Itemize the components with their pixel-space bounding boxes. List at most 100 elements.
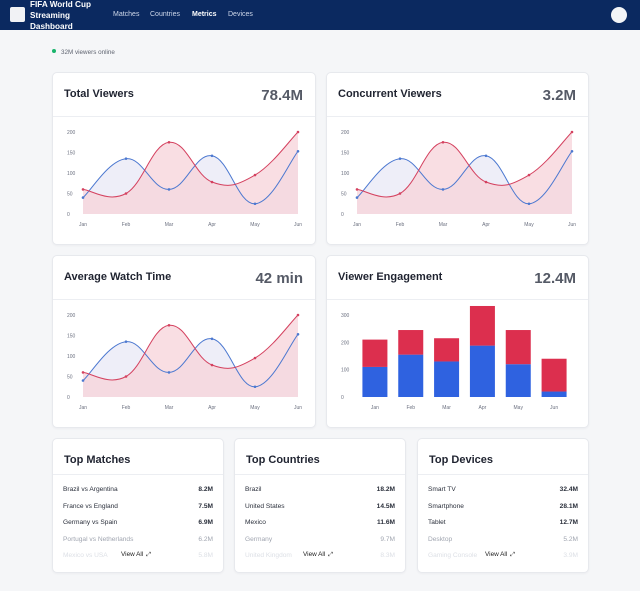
nav-countries[interactable]: Countries — [150, 11, 180, 18]
data-point — [210, 337, 214, 341]
view-all-countries-button[interactable]: View All ⤢ — [300, 549, 337, 561]
series-area — [83, 132, 298, 214]
y-tick-label: 150 — [341, 151, 350, 157]
online-status-text: 32M viewers online — [61, 49, 115, 56]
list-item[interactable]: United Kingdom 8.3M — [245, 552, 395, 566]
viewer-engagement-chart: 0 100 200 300 Jan Feb Mar Apr May Jun — [341, 305, 567, 411]
data-point — [253, 385, 257, 389]
data-point — [355, 188, 359, 191]
view-all-label: View All — [303, 551, 326, 558]
status-dot-icon — [52, 49, 56, 54]
nav-matches[interactable]: Matches — [113, 11, 140, 18]
data-point — [167, 188, 171, 191]
view-all-devices-button[interactable]: View All ⤢ — [482, 549, 519, 561]
data-point — [167, 371, 171, 374]
list-item[interactable]: Tablet 12.7M — [428, 519, 578, 533]
list-item[interactable]: Germany 9.7M — [245, 536, 395, 550]
data-point — [296, 130, 300, 134]
card-divider — [53, 299, 315, 300]
user-avatar[interactable] — [611, 7, 627, 23]
data-point — [210, 180, 214, 184]
view-all-label: View All — [121, 551, 144, 558]
bar-segment — [398, 330, 424, 355]
data-point — [527, 173, 531, 177]
data-point — [296, 332, 300, 336]
logo — [10, 7, 25, 22]
list-item[interactable]: United States 14.5M — [245, 503, 395, 517]
y-tick-label: 150 — [67, 151, 76, 157]
y-tick-label: 0 — [67, 395, 70, 401]
country-name: Mexico — [245, 519, 266, 526]
concurrent-viewers-metric: 3.2M — [542, 87, 576, 104]
list-item[interactable]: Smart TV 32.4M — [428, 486, 578, 500]
list-item[interactable]: Desktop 5.2M — [428, 536, 578, 550]
data-point — [355, 196, 359, 199]
average-watch-time-card: Average Watch Time 42 min 0 50 100 150 200 Ja… — [52, 255, 316, 428]
x-tick-label: May — [250, 222, 260, 228]
x-tick-label: May — [514, 405, 524, 411]
data-point — [253, 356, 257, 360]
x-tick-label: Apr — [482, 222, 490, 228]
data-point — [441, 140, 445, 144]
online-status: 32M viewers online — [52, 49, 115, 56]
list-item[interactable]: Portugal vs Netherlands 6.2M — [63, 536, 213, 550]
card-divider — [418, 474, 588, 475]
data-point — [124, 192, 128, 195]
x-tick-label: May — [524, 222, 534, 228]
concurrent-viewers-card: Concurrent Viewers 3.2M 0 50 100 150 200 Jan F… — [326, 72, 589, 245]
data-point — [210, 154, 214, 158]
match-value: 6.2M — [198, 536, 213, 543]
bar-segment — [505, 330, 531, 365]
y-tick-label: 0 — [341, 395, 344, 401]
y-tick-label: 200 — [67, 130, 76, 136]
view-all-label: View All — [485, 551, 508, 558]
y-tick-label: 50 — [341, 192, 347, 198]
top-matches-card: Top Matches Brazil vs Argentina 8.2M Fran… — [52, 438, 224, 573]
y-tick-label: 50 — [67, 375, 73, 381]
data-point — [167, 323, 171, 327]
list-item[interactable]: Mexico vs USA 5.8M — [63, 552, 213, 566]
total-viewers-title: Total Viewers — [64, 88, 134, 100]
expand-arrow-icon: ⤢ — [510, 552, 516, 558]
x-tick-label: Jan — [371, 405, 379, 411]
top-matches-title: Top Matches — [64, 454, 131, 466]
x-tick-label: Jun — [294, 222, 302, 228]
country-value: 18.2M — [376, 486, 395, 493]
average-watch-time-title: Average Watch Time — [64, 271, 172, 283]
card-divider — [327, 116, 588, 117]
list-item[interactable]: Brazil vs Argentina 8.2M — [63, 486, 213, 500]
list-item[interactable]: Gaming Console 3.9M — [428, 552, 578, 566]
list-item[interactable]: Brazil 18.2M — [245, 486, 395, 500]
x-tick-label: Feb — [406, 405, 415, 411]
device-value: 32.4M — [559, 486, 578, 493]
device-value: 12.7M — [559, 519, 578, 526]
country-name: Germany — [245, 536, 273, 543]
device-value: 5.2M — [563, 536, 578, 543]
x-tick-label: Mar — [165, 405, 174, 411]
series-line — [356, 131, 573, 198]
y-tick-label: 100 — [67, 354, 76, 360]
y-tick-label: 200 — [341, 130, 350, 136]
x-tick-label: Jun — [568, 222, 576, 228]
list-item[interactable]: Smartphone 28.1M — [428, 503, 578, 517]
data-point — [441, 188, 445, 191]
country-name: Brazil — [245, 486, 262, 493]
nav-metrics[interactable]: Metrics — [192, 11, 217, 18]
view-all-matches-button[interactable]: View All ⤢ — [118, 549, 155, 561]
nav-devices[interactable]: Devices — [228, 11, 253, 18]
y-tick-label: 0 — [341, 212, 344, 218]
x-tick-label: Apr — [479, 405, 487, 411]
list-item[interactable]: Germany vs Spain 6.9M — [63, 519, 213, 533]
y-tick-label: 200 — [67, 313, 76, 319]
data-point — [81, 196, 85, 199]
device-value: 3.9M — [563, 552, 578, 559]
match-value: 8.2M — [198, 486, 213, 493]
list-item[interactable]: France vs England 7.5M — [63, 503, 213, 517]
data-point — [570, 149, 574, 153]
device-name: Smartphone — [428, 503, 464, 510]
card-divider — [235, 474, 405, 475]
card-divider — [53, 116, 315, 117]
bar-segment — [398, 354, 424, 397]
list-item[interactable]: Mexico 11.6M — [245, 519, 395, 533]
series-line — [82, 314, 299, 381]
